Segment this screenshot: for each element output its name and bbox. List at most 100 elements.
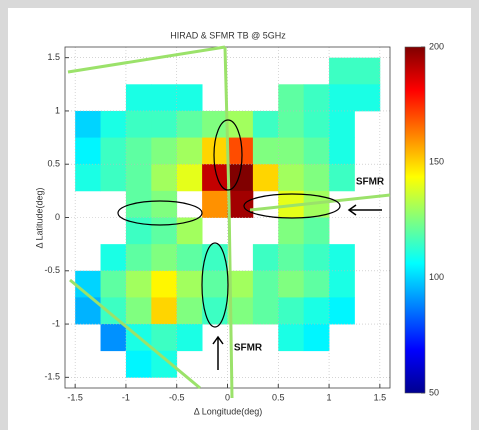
heatmap-cell [278, 218, 304, 245]
heatmap-cell [278, 138, 304, 165]
heatmap-cell [151, 84, 177, 111]
colorbar [405, 47, 425, 393]
heatmap-cell [177, 164, 203, 191]
heatmap-cell [177, 111, 203, 138]
heatmap-cell [101, 244, 127, 271]
heatmap-cell [304, 324, 330, 351]
x-tick-label: 1 [327, 392, 332, 402]
heatmap-cell [304, 164, 330, 191]
x-tick-label: 0.5 [272, 392, 285, 402]
heatmap-cell [304, 297, 330, 324]
heatmap-cell [101, 164, 127, 191]
x-tick-label: -0.5 [169, 392, 185, 402]
heatmap-cell [177, 84, 203, 111]
heatmap-cell [278, 84, 304, 111]
heatmap-cell [304, 111, 330, 138]
heatmap-cell [177, 324, 203, 351]
y-tick-label: -1 [52, 318, 60, 328]
heatmap-cell [126, 297, 152, 324]
heatmap-cell [329, 138, 355, 165]
heatmap-cell [75, 111, 101, 138]
heatmap-cell [278, 164, 304, 191]
heatmap-cell [329, 244, 355, 271]
heatmap-cell [177, 138, 203, 165]
heatmap-cell [253, 138, 279, 165]
heatmap-cell [101, 297, 127, 324]
annotation: SFMR [234, 343, 263, 354]
heatmap-cell [304, 84, 330, 111]
heatmap-cell [253, 164, 279, 191]
heatmap-cell [278, 297, 304, 324]
heatmap-cell [278, 111, 304, 138]
heatmap-cell [101, 138, 127, 165]
heatmap-cell [126, 164, 152, 191]
heatmap-cell [101, 111, 127, 138]
y-tick-label: 1.5 [47, 52, 60, 62]
heatmap-cell [177, 271, 203, 298]
colorbar-tick-label: 200 [429, 41, 444, 51]
heatmap-cell [126, 351, 152, 378]
heatmap-cell [278, 271, 304, 298]
heatmap-cell [126, 111, 152, 138]
heatmap-cell [202, 244, 228, 271]
heatmap-cell [75, 138, 101, 165]
heatmap-cell [126, 138, 152, 165]
heatmap-cell [354, 84, 380, 111]
heatmap-cell [126, 84, 152, 111]
heatmap-cell [329, 297, 355, 324]
heatmap-cell [329, 84, 355, 111]
x-axis-label: Δ Longitude(deg) [194, 406, 263, 416]
y-tick-label: 0.5 [47, 159, 60, 169]
heatmap-cell [177, 297, 203, 324]
heatmap-cell [329, 111, 355, 138]
heatmap-cell [329, 58, 355, 85]
heatmap-cell [202, 111, 228, 138]
heatmap-cell [151, 218, 177, 245]
heatmap-cell [253, 244, 279, 271]
heatmap-cell [151, 324, 177, 351]
heatmap-cell [304, 271, 330, 298]
heatmap-cell [151, 164, 177, 191]
colorbar-tick-label: 50 [429, 387, 439, 397]
x-tick-label: -1.5 [67, 392, 83, 402]
heatmap-cell [354, 58, 380, 85]
heatmap-cell [304, 138, 330, 165]
heatmap-cell [101, 271, 127, 298]
y-tick-label: 1 [55, 105, 60, 115]
colorbar-tick-label: 100 [429, 272, 444, 282]
heatmap-cell [177, 244, 203, 271]
heatmap-cell [329, 271, 355, 298]
heatmap-cell [126, 244, 152, 271]
heatmap-cell [202, 191, 228, 218]
heatmap-cell [278, 244, 304, 271]
heatmap-cell [329, 164, 355, 191]
heatmap-cell [101, 324, 127, 351]
chart: -1.5 -1 -0.5 0 0.5 1 1.5 -1.5 -1 -0.5 0 0.5 1 1.5 50 10… [0, 0, 479, 430]
annotation: SFMR [356, 177, 385, 188]
heatmap-cell [151, 271, 177, 298]
heatmap-cell [278, 324, 304, 351]
heatmap-cell [253, 271, 279, 298]
heatmap-cell [151, 191, 177, 218]
heatmap-cell [75, 164, 101, 191]
x-tick-label: 0 [225, 392, 230, 402]
heatmap-cell [151, 111, 177, 138]
y-tick-label: -0.5 [44, 265, 60, 275]
heatmap-cell [253, 297, 279, 324]
x-tick-label: -1 [122, 392, 130, 402]
y-tick-label: 0 [55, 212, 60, 222]
heatmap-cell [202, 271, 228, 298]
y-axis-label: Δ Latitude(deg) [34, 187, 44, 248]
page: {"chart_data": { "type": "heatmap", "tit… [0, 0, 479, 430]
heatmap-cell [202, 297, 228, 324]
heatmap-cell [151, 138, 177, 165]
heatmap-cell [253, 111, 279, 138]
heatmap-cell [151, 244, 177, 271]
colorbar-tick-label: 150 [429, 157, 444, 167]
y-tick-label: -1.5 [44, 372, 60, 382]
chart-title: HIRAD & SFMR TB @ 5GHz [170, 30, 286, 40]
heatmap-cell [151, 297, 177, 324]
heatmap-cell [304, 244, 330, 271]
x-tick-label: 1.5 [374, 392, 387, 402]
heatmap-cell [304, 218, 330, 245]
